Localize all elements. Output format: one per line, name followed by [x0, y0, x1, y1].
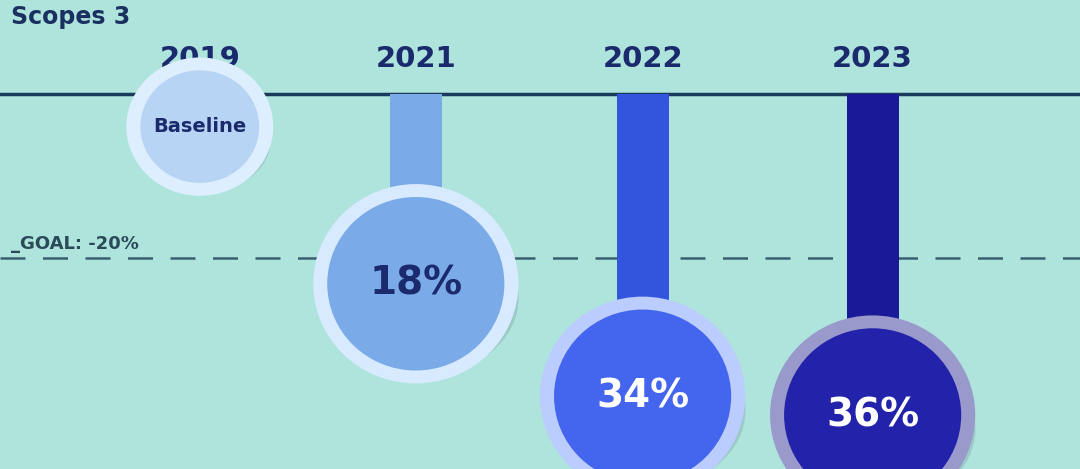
Ellipse shape [770, 316, 975, 469]
Text: 2022: 2022 [603, 45, 683, 73]
Text: Baseline: Baseline [153, 117, 246, 136]
Text: 36%: 36% [826, 396, 919, 434]
Text: 18%: 18% [369, 265, 462, 303]
Bar [390, 94, 442, 232]
Ellipse shape [327, 197, 504, 371]
Text: Scopes 3: Scopes 3 [11, 5, 130, 29]
Text: 2019: 2019 [160, 45, 240, 73]
Ellipse shape [551, 332, 745, 469]
Ellipse shape [554, 310, 731, 469]
Ellipse shape [324, 219, 518, 376]
Text: 2023: 2023 [833, 45, 913, 73]
Text: _GOAL: -20%: _GOAL: -20% [11, 235, 138, 253]
Ellipse shape [540, 297, 745, 469]
Ellipse shape [784, 328, 961, 469]
Ellipse shape [140, 70, 259, 183]
Bar [177, 94, 222, 98]
Ellipse shape [126, 58, 273, 196]
Text: 2021: 2021 [376, 45, 456, 73]
Text: 34%: 34% [596, 377, 689, 416]
Ellipse shape [140, 90, 270, 191]
Bar [617, 94, 669, 344]
Bar [847, 94, 899, 363]
Ellipse shape [781, 351, 975, 469]
Ellipse shape [313, 184, 518, 384]
